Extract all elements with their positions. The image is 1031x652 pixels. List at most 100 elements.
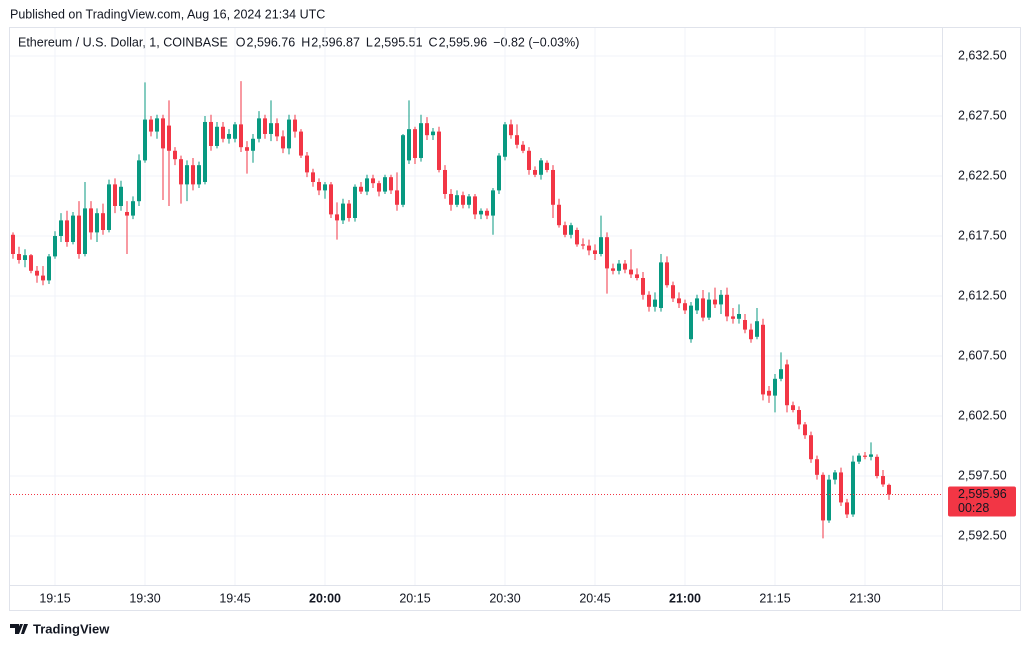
candle-body (353, 186, 357, 218)
candle-body (623, 263, 627, 270)
y-tick-label: 2,627.50 (958, 108, 1007, 122)
legend-label: C (429, 35, 438, 49)
y-tick-label: 2,597.50 (958, 468, 1007, 482)
candle-body (503, 124, 507, 157)
candle-body (251, 138, 255, 151)
candle-body (575, 229, 579, 245)
candle-body (59, 220, 63, 236)
candle-body (803, 424, 807, 436)
candle-body (719, 294, 723, 305)
candle-body (401, 135, 405, 205)
candle-body (563, 225, 567, 235)
candle-body (785, 364, 789, 406)
legend-label: H (301, 35, 310, 49)
candle-body (257, 118, 261, 139)
candle-body (395, 190, 399, 205)
candle-body (155, 118, 159, 132)
x-tick-label: 20:00 (309, 591, 341, 605)
last-price-tag (948, 486, 1016, 517)
candle-body (377, 183, 381, 192)
candle-body (113, 184, 117, 206)
candle-body (173, 150, 177, 160)
footer-brand: TradingView (33, 621, 110, 636)
y-tick-label: 2,632.50 (958, 48, 1007, 62)
candle-body (221, 126, 225, 139)
candle-body (617, 263, 621, 271)
candle-body (143, 119, 147, 161)
x-tick-label: 21:15 (759, 591, 790, 605)
candle-body (755, 321, 759, 337)
candle-body (521, 144, 525, 151)
candle-body (713, 299, 717, 305)
x-tick-label: 21:00 (669, 591, 701, 605)
candle-body (839, 472, 843, 503)
candle-body (605, 237, 609, 269)
candle-body (557, 204, 561, 226)
candle-body (341, 203, 345, 221)
last-price-label: 2,595.96 (958, 487, 1007, 501)
candle-body (875, 456, 879, 477)
candle-body (869, 454, 873, 457)
candle-body (17, 253, 21, 260)
candle-body (287, 119, 291, 149)
candle-body (311, 172, 315, 182)
y-tick-label: 2,602.50 (958, 408, 1007, 422)
candle-body (629, 269, 633, 275)
candle-body (185, 165, 189, 185)
candle-body (299, 131, 303, 156)
candle-body (551, 169, 555, 205)
candle-body (233, 124, 237, 139)
candle-body (383, 177, 387, 192)
candle-body (335, 214, 339, 221)
candle-body (425, 123, 429, 136)
candle-body (515, 135, 519, 145)
candle-body (215, 126, 219, 146)
candle-body (431, 131, 435, 136)
x-tick-label: 20:30 (489, 591, 520, 605)
candle-body (665, 262, 669, 286)
candle-body (659, 262, 663, 309)
candle-body (41, 275, 45, 281)
candle-body (497, 155, 501, 191)
candle-body (569, 225, 573, 235)
candle-body (689, 305, 693, 340)
candle-body (107, 184, 111, 230)
legend-value: 2,596.87 (311, 35, 360, 49)
candle-body (485, 210, 489, 216)
candle-body (203, 121, 207, 182)
candle-body (473, 196, 477, 215)
candle-body (449, 193, 453, 205)
candle-body (857, 455, 861, 462)
candle-body (761, 324, 765, 395)
candle-body (701, 298, 705, 318)
legend-label: O (236, 35, 246, 49)
candle-body (179, 159, 183, 185)
candle-body (239, 124, 243, 148)
candle-body (167, 125, 171, 151)
candle-body (833, 472, 837, 480)
x-tick-label: 19:45 (219, 591, 250, 605)
candle-body (599, 237, 603, 254)
candle-body (65, 220, 69, 242)
y-tick-label: 2,607.50 (958, 348, 1007, 362)
candle-body (23, 255, 27, 260)
candle-body (737, 314, 741, 319)
candle-body (845, 502, 849, 515)
candle-body (863, 455, 867, 457)
candle-body (773, 378, 777, 396)
candle-body (269, 123, 273, 134)
candle-body (539, 160, 543, 175)
legend-change: −0.82 (−0.03%) (493, 35, 579, 49)
candle-body (47, 256, 51, 281)
candle-body (437, 131, 441, 170)
candle-body (731, 316, 735, 319)
candle-body (533, 169, 537, 175)
x-tick-label: 20:45 (579, 591, 610, 605)
candle-body (293, 119, 297, 132)
candle-body (593, 250, 597, 254)
candle-body (359, 186, 363, 192)
candle-body (35, 270, 39, 276)
candle-body (209, 121, 213, 146)
